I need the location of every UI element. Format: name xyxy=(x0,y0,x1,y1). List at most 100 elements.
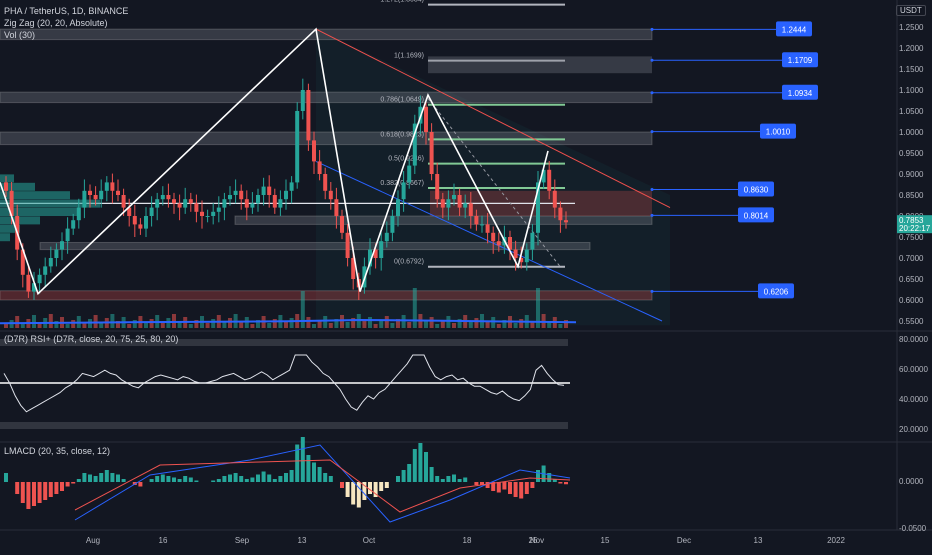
volume-profile-bar xyxy=(0,199,100,208)
candle-body xyxy=(211,211,216,216)
candle-body xyxy=(76,207,81,221)
volume-bar xyxy=(194,320,199,328)
macd-histogram-bar xyxy=(424,452,428,482)
volume-bar xyxy=(4,324,8,328)
macd-histogram-bar xyxy=(524,482,529,494)
candle-body xyxy=(54,249,59,258)
candle-body xyxy=(65,228,70,242)
macd-histogram-bar xyxy=(26,482,31,509)
macd-histogram-bar xyxy=(71,482,76,484)
candle-body xyxy=(300,90,305,111)
macd-histogram-bar xyxy=(463,477,468,482)
macd-histogram-bar xyxy=(183,476,188,482)
candle-body xyxy=(278,199,283,208)
macd-histogram-bar xyxy=(435,476,440,482)
candle-body xyxy=(99,190,104,200)
lmacd-legend[interactable]: LMACD (20, 35, close, 12) xyxy=(4,446,111,456)
macd-histogram-bar xyxy=(429,467,434,482)
signal-line xyxy=(74,459,571,513)
volume-bar xyxy=(502,320,507,328)
macd-histogram-bar xyxy=(284,473,288,482)
volume-bar xyxy=(99,322,104,328)
callout-box xyxy=(782,84,818,100)
macd-histogram-bar xyxy=(306,455,311,482)
candle-body xyxy=(110,182,115,191)
volume-bar xyxy=(362,321,367,328)
macd-histogram-bar xyxy=(65,482,70,487)
volume-bar xyxy=(496,324,501,328)
candle-body xyxy=(446,199,451,208)
volume-bar xyxy=(211,319,216,328)
candle-body xyxy=(295,111,300,183)
candle-body xyxy=(222,199,227,208)
volume-bar xyxy=(93,315,98,328)
macd-histogram-bar xyxy=(513,482,518,497)
volume-ma-line xyxy=(0,318,577,325)
candle-body xyxy=(183,199,188,208)
callout-box xyxy=(738,181,774,197)
macd-histogram-bar xyxy=(418,443,423,482)
macd-histogram-bar xyxy=(536,470,540,482)
candle-body xyxy=(412,123,417,166)
candle-body xyxy=(312,140,316,162)
volume-bar xyxy=(468,322,473,328)
candle-body xyxy=(216,207,221,212)
macd-histogram-bar xyxy=(216,479,221,482)
macd-histogram-bar xyxy=(496,482,501,493)
macd-histogram-bar xyxy=(256,474,260,482)
callout-label: 0.6206 xyxy=(764,287,789,296)
rsi-tick: 60.0000 xyxy=(899,365,928,374)
time-tick: Dec xyxy=(677,536,691,545)
macd-histogram-bar xyxy=(323,473,328,482)
candle-body xyxy=(160,195,165,200)
macd-histogram-bar xyxy=(155,476,160,482)
volume-profile-bar xyxy=(0,216,40,225)
price-tick: 0.6500 xyxy=(899,275,924,284)
currency-label[interactable]: USDT xyxy=(896,5,926,16)
rsi-legend[interactable]: (D7R) RSI+ (D7R, close, 20, 75, 25, 80, … xyxy=(4,334,179,344)
countdown-label: 20:22:17 xyxy=(899,224,931,233)
price-tick: 0.5500 xyxy=(899,317,924,326)
candle-body xyxy=(530,232,535,250)
candle-body xyxy=(26,274,31,292)
callout-box xyxy=(738,207,774,223)
price-tick: 1.0000 xyxy=(899,128,924,137)
volume-bar xyxy=(564,320,568,328)
macd-histogram-bar xyxy=(452,474,456,482)
macd-histogram-bar xyxy=(110,473,115,482)
zigzag-legend[interactable]: Zig Zag (20, 20, Absolute) xyxy=(4,18,108,28)
candle-body xyxy=(401,182,406,200)
macd-histogram-bar xyxy=(558,482,563,484)
candle-body xyxy=(267,186,272,195)
volume-bar xyxy=(65,324,70,328)
volume-bar xyxy=(373,324,378,328)
candle-body xyxy=(9,190,14,216)
macd-histogram-bar xyxy=(530,482,535,488)
volume-bar xyxy=(177,321,182,328)
candle-body xyxy=(328,190,333,200)
candle-body xyxy=(373,249,378,258)
macd-histogram-bar xyxy=(261,471,266,482)
candle-body xyxy=(88,190,92,195)
macd-histogram-bar xyxy=(474,482,479,485)
support-resistance-band xyxy=(0,290,653,301)
fib-level-label: 0.786(1.0649) xyxy=(380,97,424,104)
rsi-upper-band xyxy=(0,339,568,346)
macd-histogram-bar xyxy=(82,473,87,482)
time-tick: 13 xyxy=(298,536,307,545)
volume-bar xyxy=(149,319,154,328)
candle-body xyxy=(194,203,199,212)
volume-bar xyxy=(379,320,384,328)
volume-legend[interactable]: Vol (30) xyxy=(4,30,36,40)
macd-histogram-bar xyxy=(362,482,367,500)
volume-bar xyxy=(401,315,406,328)
macd-histogram-bar xyxy=(480,482,484,485)
symbol-legend[interactable]: PHA / TetherUS, 1D, BINANCE xyxy=(4,6,129,16)
macd-histogram-bar xyxy=(93,476,98,482)
time-tick: Nov xyxy=(530,536,544,545)
macd-histogram-bar xyxy=(401,470,406,482)
volume-bar xyxy=(351,318,356,328)
candle-body xyxy=(317,161,322,174)
volume-bar xyxy=(20,323,25,328)
